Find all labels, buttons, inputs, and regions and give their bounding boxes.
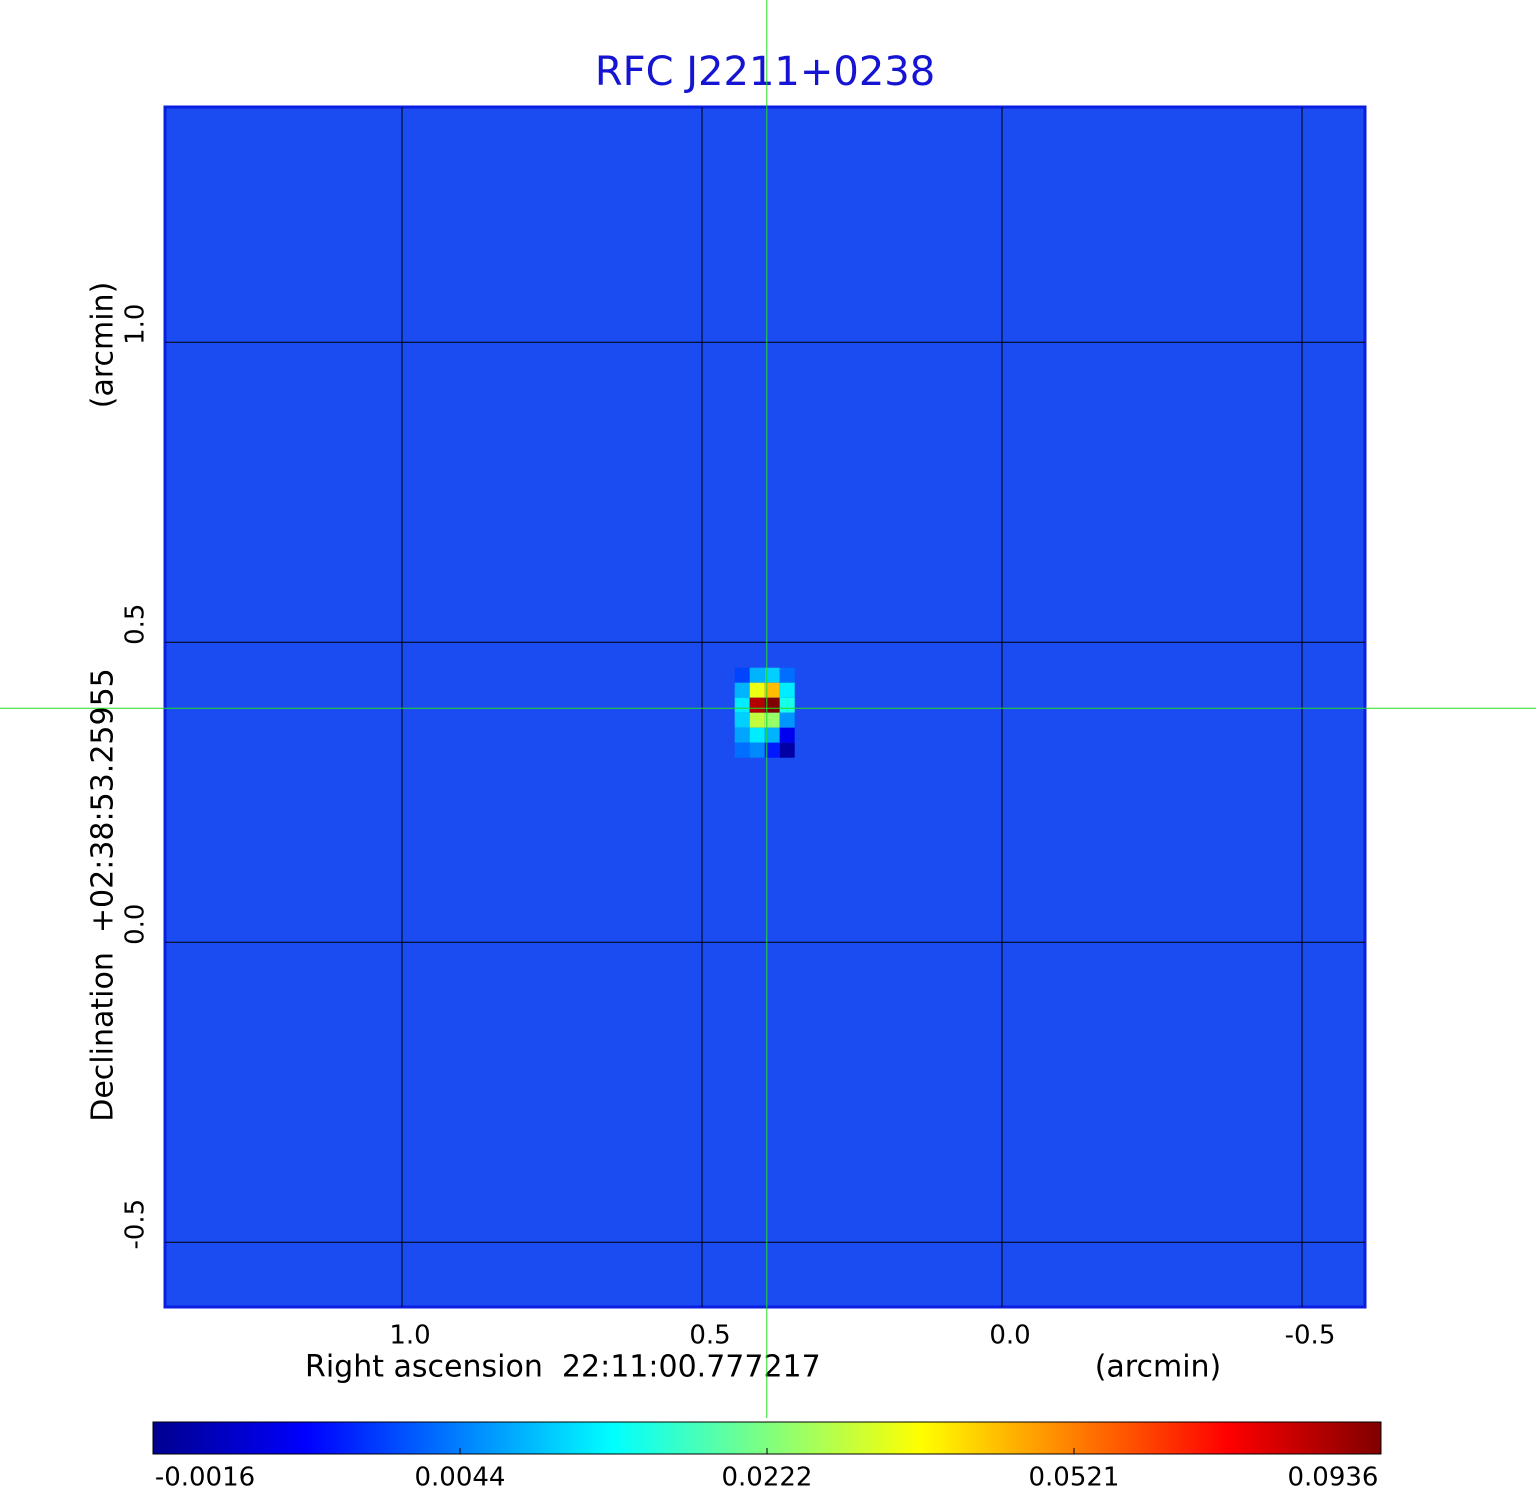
y-tick-label: 1.0 <box>121 304 151 345</box>
chart-title: RFC J2211+0238 <box>595 49 935 95</box>
pixel <box>749 727 765 743</box>
pixel <box>734 727 750 743</box>
y-axis-unit: (arcmin) <box>86 282 121 409</box>
pixel <box>779 667 795 683</box>
colorbar-tick-label: -0.0016 <box>155 1463 255 1493</box>
pixel <box>749 682 765 698</box>
y-tick-label: -0.5 <box>121 1199 151 1250</box>
pixel <box>764 742 780 758</box>
pixel <box>779 727 795 743</box>
y-tick-label: 0.0 <box>121 904 151 945</box>
x-tick-label: -0.5 <box>1285 1321 1336 1351</box>
pixel <box>779 697 795 713</box>
pixel <box>749 742 765 758</box>
pixel <box>764 667 780 683</box>
x-tick-label: 0.0 <box>989 1321 1030 1351</box>
pixel <box>764 712 780 728</box>
pixel <box>749 697 765 713</box>
y-axis-label: Declination +02:38:53.25955 <box>86 668 121 1122</box>
x-tick-label: 1.0 <box>389 1321 430 1351</box>
pixel <box>749 712 765 728</box>
colorbar-tick-label: 0.0044 <box>415 1463 506 1493</box>
pixel <box>734 682 750 698</box>
colorbar-tick-label: 0.0936 <box>1288 1463 1379 1493</box>
pixel <box>764 697 780 713</box>
pixel <box>779 712 795 728</box>
pixel <box>734 697 750 713</box>
pixel <box>764 682 780 698</box>
pixel <box>779 742 795 758</box>
pixel <box>734 667 750 683</box>
pixel <box>779 682 795 698</box>
x-axis-unit: (arcmin) <box>1095 1350 1222 1385</box>
pixel <box>734 742 750 758</box>
x-tick-label: 0.5 <box>689 1321 730 1351</box>
colorbar-tick-label: 0.0222 <box>722 1463 813 1493</box>
pixel <box>764 727 780 743</box>
pixel <box>734 712 750 728</box>
x-axis-label: Right ascension 22:11:00.777217 <box>305 1350 821 1385</box>
pixel <box>749 667 765 683</box>
colorbar-tick-label: 0.0521 <box>1029 1463 1120 1493</box>
y-tick-label: 0.5 <box>121 604 151 645</box>
